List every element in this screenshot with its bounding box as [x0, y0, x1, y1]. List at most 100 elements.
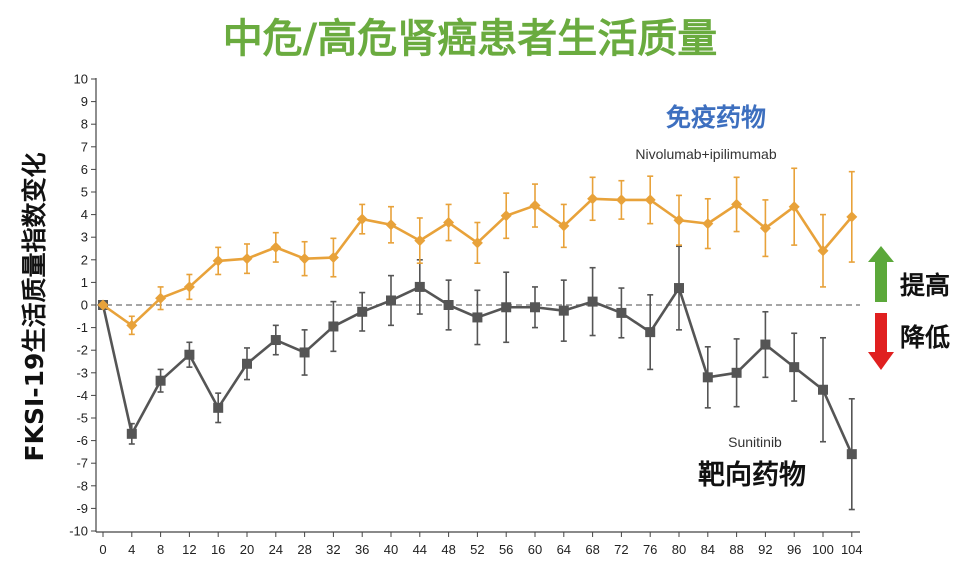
series-sunitinib [98, 245, 857, 511]
x-tick-label: 104 [841, 542, 863, 557]
y-tick-label: -10 [69, 524, 88, 539]
data-point [212, 255, 224, 267]
y-tick-label: 5 [81, 185, 88, 200]
x-tick-label: 36 [355, 542, 369, 557]
x-tick-label: 56 [499, 542, 513, 557]
data-point [414, 281, 425, 292]
y-tick-label: 1 [81, 275, 88, 290]
data-point [846, 211, 858, 223]
x-tick-label: 44 [413, 542, 427, 557]
x-ticks: 0 4 8 12 16 20 24 28 32 36 40 44 48 52 56 60 64 68 72 76 80 8… [99, 532, 863, 557]
data-point [760, 339, 771, 350]
data-point [242, 358, 252, 369]
x-tick-label: 92 [758, 542, 772, 557]
y-tick-label: -5 [76, 411, 88, 426]
data-point [616, 307, 627, 318]
y-tick-label: 9 [81, 94, 88, 109]
data-point [356, 213, 368, 225]
data-point [501, 302, 512, 313]
up-indicator: 提高 [868, 246, 950, 302]
data-point [126, 319, 138, 331]
data-point [327, 252, 339, 264]
x-tick-label: 68 [585, 542, 599, 557]
y-tick-label: 10 [74, 72, 88, 87]
y-tick-label: 0 [81, 298, 88, 313]
x-tick-label: 28 [297, 542, 311, 557]
x-tick-label: 76 [643, 542, 657, 557]
y-tick-label: -1 [76, 320, 88, 335]
data-point [299, 347, 310, 358]
data-point [558, 220, 570, 232]
data-point [817, 245, 829, 257]
data-point [759, 222, 771, 234]
data-point [328, 321, 339, 332]
y-tick-label: -4 [76, 388, 88, 403]
data-point [731, 198, 743, 210]
data-point [846, 449, 857, 460]
data-point [213, 402, 224, 413]
data-point [270, 335, 281, 346]
data-point [587, 193, 599, 205]
data-point [529, 200, 541, 212]
y-tick-label: -9 [76, 501, 88, 516]
immuno-series-label: 免疫药物 [666, 103, 766, 132]
data-point [789, 362, 800, 373]
y-tick-label: -6 [76, 433, 88, 448]
data-point [731, 367, 742, 378]
y-tick-label: -2 [76, 343, 88, 358]
x-tick-label: 96 [787, 542, 801, 557]
x-tick-label: 8 [157, 542, 164, 557]
up-indicator-label: 提高 [900, 271, 950, 300]
x-tick-label: 64 [557, 542, 571, 557]
target-series-label: 靶向药物 [698, 459, 806, 491]
immuno-series-name: Nivolumab+ipilimumab [635, 146, 776, 162]
y-tick-label: 2 [81, 252, 88, 267]
data-point [673, 214, 685, 226]
data-point [126, 428, 137, 439]
data-point [500, 210, 512, 222]
x-tick-label: 80 [672, 542, 686, 557]
data-point [615, 194, 627, 206]
x-tick-label: 0 [99, 542, 106, 557]
y-tick-label: 8 [81, 117, 88, 132]
data-point [414, 235, 426, 247]
x-tick-label: 24 [269, 542, 283, 557]
data-point [645, 327, 656, 338]
data-point [385, 219, 397, 231]
x-tick-label: 48 [441, 542, 455, 557]
y-tick-label: 3 [81, 230, 88, 245]
data-point [270, 241, 282, 253]
data-point [472, 312, 483, 323]
data-point [443, 300, 454, 310]
data-point [788, 201, 800, 213]
down-arrow-icon [868, 313, 894, 370]
data-point [818, 384, 828, 395]
data-point [386, 295, 396, 306]
data-point [299, 253, 311, 265]
x-tick-label: 100 [812, 542, 834, 557]
x-tick-label: 12 [182, 542, 196, 557]
x-tick-label: 88 [729, 542, 743, 557]
data-point [97, 299, 109, 311]
data-point [471, 237, 483, 249]
data-point [587, 296, 598, 307]
series-layer [97, 167, 858, 511]
data-point [558, 305, 569, 316]
data-point [674, 283, 684, 294]
x-tick-label: 40 [384, 542, 398, 557]
y-tick-label: 6 [81, 162, 88, 177]
data-point [443, 217, 455, 229]
down-indicator-label: 降低 [900, 323, 950, 352]
x-tick-label: 52 [470, 542, 484, 557]
series-nivolumab-ipilimumab [97, 167, 858, 336]
x-tick-label: 20 [240, 542, 254, 557]
data-point [357, 306, 368, 317]
data-point [184, 349, 195, 360]
target-series-name: Sunitinib [728, 434, 782, 450]
data-point [530, 302, 540, 313]
data-point [183, 281, 195, 293]
x-tick-label: 72 [614, 542, 628, 557]
data-point [702, 372, 713, 383]
